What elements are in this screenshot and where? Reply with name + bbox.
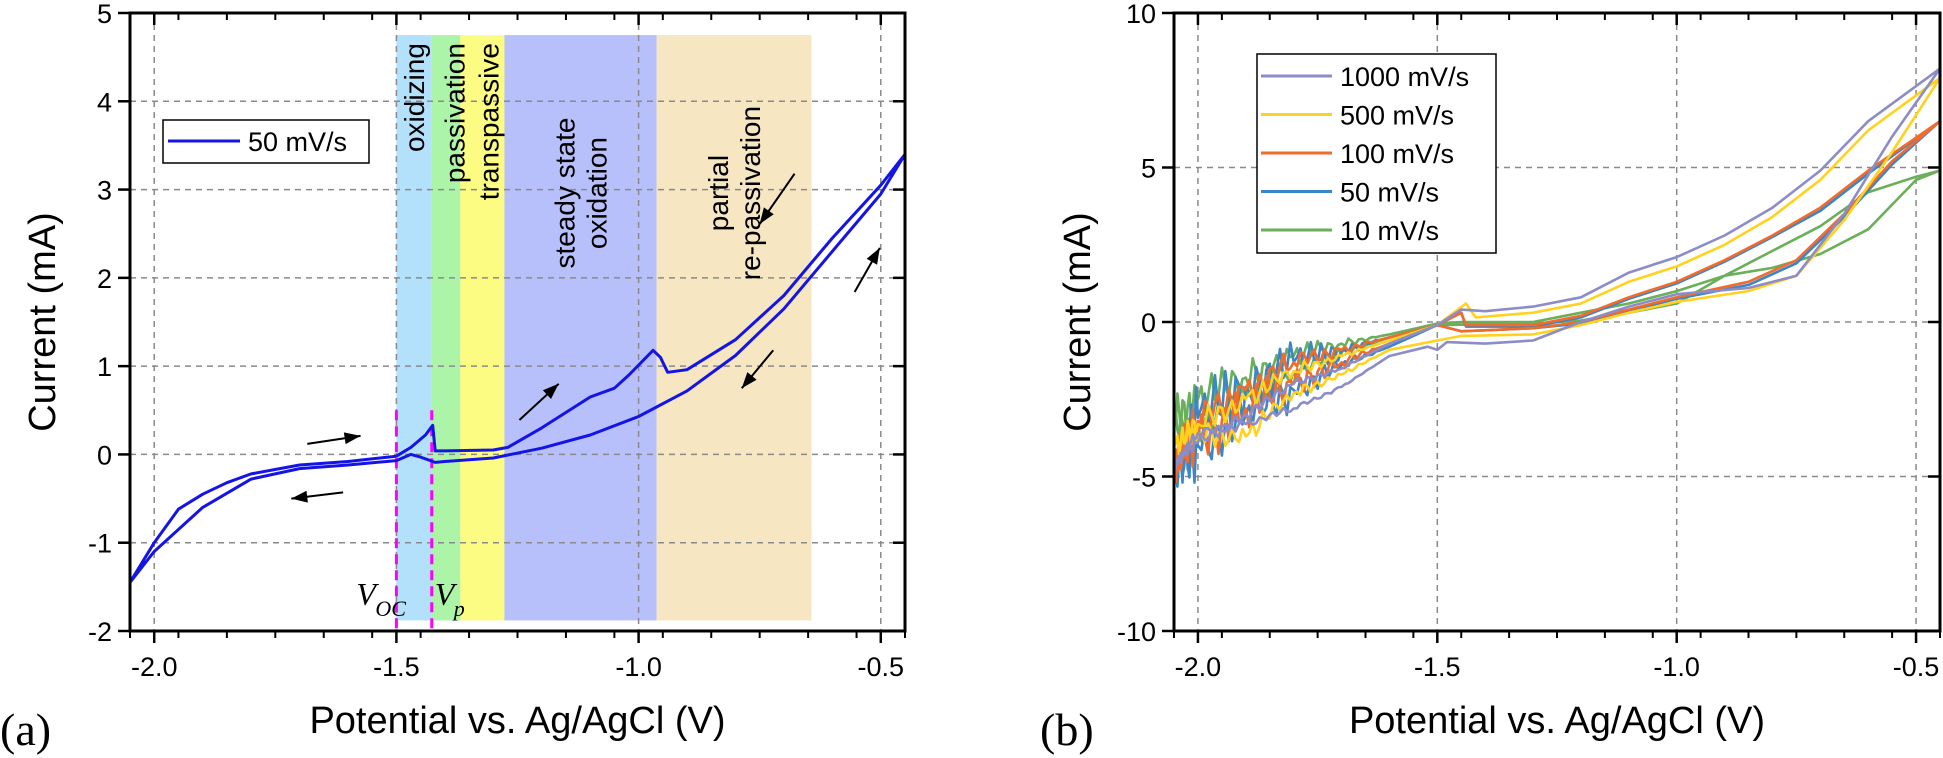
legend-label: 50 mV/s bbox=[248, 127, 347, 157]
y-axis-label: Current (mA) bbox=[22, 212, 64, 432]
region-label: transpassive bbox=[473, 43, 504, 200]
chart-a: oxidizing passivation transpassive steady s… bbox=[0, 0, 907, 755]
legend-label: 500 mV/s bbox=[1340, 101, 1454, 131]
region-band bbox=[504, 35, 657, 621]
x-tick-label: -1.5 bbox=[373, 652, 420, 682]
marker-label: V bbox=[435, 576, 458, 612]
y-tick-label: 0 bbox=[1141, 308, 1156, 338]
arrowhead-icon bbox=[866, 247, 880, 265]
y-tick-label: -10 bbox=[1117, 617, 1156, 647]
x-tick-label: -1.0 bbox=[615, 652, 662, 682]
arrowhead-icon bbox=[343, 432, 361, 445]
arrowhead-icon bbox=[759, 207, 774, 225]
region-band bbox=[396, 35, 432, 621]
y-tick-label: 4 bbox=[97, 87, 112, 117]
y-tick-label: -1 bbox=[88, 529, 112, 559]
y-tick-label: 1 bbox=[97, 352, 112, 382]
region-band bbox=[460, 35, 505, 621]
y-tick-label: 0 bbox=[97, 440, 112, 470]
arrowhead-icon bbox=[542, 383, 559, 400]
region-label: passivation bbox=[439, 43, 470, 183]
x-tick-label: -0.5 bbox=[858, 652, 905, 682]
legend-label: 50 mV/s bbox=[1340, 178, 1439, 208]
x-axis-label: Potential vs. Ag/AgCl (V) bbox=[309, 700, 725, 742]
region-label: steady state bbox=[549, 118, 580, 269]
legend: 1000 mV/s 500 mV/s 100 mV/s 50 mV/s 10 mV/s bbox=[1256, 53, 1497, 254]
x-axis-label: Potential vs. Ag/AgCl (V) bbox=[1349, 700, 1765, 742]
region-label: partial bbox=[703, 155, 734, 231]
region-label: oxidizing bbox=[399, 43, 430, 152]
x-tick-label: -1.5 bbox=[1414, 652, 1461, 682]
y-axis-label: Current (mA) bbox=[1057, 212, 1099, 432]
y-tick-label: -2 bbox=[88, 617, 112, 647]
region-label: re-passivation bbox=[735, 106, 766, 280]
marker-label: V bbox=[356, 576, 379, 612]
x-tick-label: -1.0 bbox=[1653, 652, 1700, 682]
marker-subscript: p bbox=[452, 596, 465, 621]
marker-subscript: OC bbox=[375, 596, 406, 621]
arrowhead-icon bbox=[741, 372, 757, 389]
legend-label: 1000 mV/s bbox=[1340, 62, 1469, 92]
y-tick-label: -5 bbox=[1132, 463, 1156, 493]
region-band bbox=[431, 35, 461, 621]
region-label: oxidation bbox=[581, 137, 612, 249]
y-tick-label: 3 bbox=[97, 176, 112, 206]
x-tick-label: -0.5 bbox=[1893, 652, 1940, 682]
legend-label: 10 mV/s bbox=[1340, 216, 1439, 246]
arrowhead-icon bbox=[291, 490, 308, 503]
y-tick-label: 5 bbox=[1141, 154, 1156, 184]
region-band bbox=[656, 35, 812, 621]
series-line bbox=[1172, 67, 1942, 470]
legend: 50 mV/s bbox=[162, 119, 370, 164]
panel-label: (b) bbox=[1040, 704, 1094, 755]
x-tick-label: -2.0 bbox=[131, 652, 178, 682]
series-line bbox=[1172, 169, 1942, 443]
y-tick-label: 5 bbox=[97, 0, 112, 29]
y-tick-label: 2 bbox=[97, 264, 112, 294]
panel-label: (a) bbox=[0, 704, 51, 755]
series-line bbox=[1172, 76, 1942, 457]
chart-b: -2.0 -1.5 -1.0 -0.5 -10 -5 0 5 10 Potential vs. A… bbox=[1040, 0, 1942, 755]
legend-label: 100 mV/s bbox=[1340, 139, 1454, 169]
x-tick-label: -2.0 bbox=[1175, 652, 1222, 682]
y-tick-label: 10 bbox=[1126, 0, 1156, 29]
